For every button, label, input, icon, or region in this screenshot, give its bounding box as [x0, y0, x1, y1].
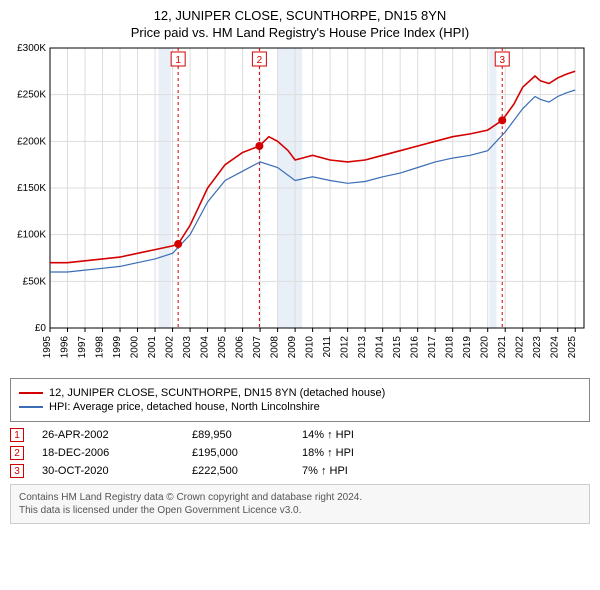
title-line-2: Price paid vs. HM Land Registry's House …	[8, 25, 592, 40]
svg-text:2021: 2021	[497, 336, 508, 359]
legend-label: HPI: Average price, detached house, Nort…	[49, 401, 320, 413]
svg-text:2016: 2016	[410, 336, 421, 359]
svg-text:2023: 2023	[532, 336, 543, 359]
sales-price: £89,950	[192, 429, 302, 441]
svg-text:2007: 2007	[252, 336, 263, 359]
svg-text:2000: 2000	[130, 336, 141, 359]
sales-date: 30-OCT-2020	[42, 465, 192, 477]
svg-text:2010: 2010	[305, 336, 316, 359]
sales-date: 26-APR-2002	[42, 429, 192, 441]
svg-text:2024: 2024	[550, 336, 561, 359]
svg-text:2019: 2019	[462, 336, 473, 359]
svg-text:2004: 2004	[200, 336, 211, 359]
attribution-line-2: This data is licensed under the Open Gov…	[19, 504, 581, 517]
chart: £0 £50K £100K £150K £200K £250K £300K 1995 1996 1…	[8, 42, 592, 372]
svg-text:£0: £0	[35, 323, 47, 334]
svg-text:2018: 2018	[445, 336, 456, 359]
svg-text:2022: 2022	[515, 336, 526, 359]
sales-price: £222,500	[192, 465, 302, 477]
sales-delta: 14% ↑ HPI	[302, 429, 412, 441]
line-chart-svg: £0 £50K £100K £150K £200K £250K £300K 1995 1996 1…	[8, 42, 592, 372]
svg-text:2008: 2008	[270, 336, 281, 359]
svg-text:£300K: £300K	[17, 43, 46, 54]
svg-text:1998: 1998	[95, 336, 106, 359]
svg-text:£150K: £150K	[17, 183, 46, 194]
svg-text:1995: 1995	[42, 336, 53, 359]
svg-text:2013: 2013	[357, 336, 368, 359]
svg-text:2017: 2017	[427, 336, 438, 359]
svg-text:2: 2	[257, 55, 263, 66]
sales-marker: 1	[10, 428, 24, 442]
sales-row: 1 26-APR-2002£89,95014% ↑ HPI	[10, 428, 590, 442]
svg-text:1996: 1996	[60, 336, 71, 359]
sales-delta: 18% ↑ HPI	[302, 447, 412, 459]
svg-text:2003: 2003	[182, 336, 193, 359]
sales-price: £195,000	[192, 447, 302, 459]
attribution: Contains HM Land Registry data © Crown c…	[10, 484, 590, 524]
sales-row: 3 30-OCT-2020£222,5007% ↑ HPI	[10, 464, 590, 478]
svg-text:1999: 1999	[112, 336, 123, 359]
legend-swatch	[19, 406, 43, 408]
svg-text:2011: 2011	[322, 336, 333, 358]
svg-text:3: 3	[499, 55, 505, 66]
svg-text:2002: 2002	[165, 336, 176, 359]
svg-text:£200K: £200K	[17, 136, 46, 147]
legend: 12, JUNIPER CLOSE, SCUNTHORPE, DN15 8YN …	[10, 378, 590, 422]
sales-row: 2 18-DEC-2006£195,00018% ↑ HPI	[10, 446, 590, 460]
legend-swatch	[19, 392, 43, 394]
svg-text:2006: 2006	[235, 336, 246, 359]
sales-date: 18-DEC-2006	[42, 447, 192, 459]
svg-text:1997: 1997	[77, 336, 88, 359]
legend-label: 12, JUNIPER CLOSE, SCUNTHORPE, DN15 8YN …	[49, 387, 385, 399]
svg-text:2025: 2025	[567, 336, 578, 359]
legend-row: 12, JUNIPER CLOSE, SCUNTHORPE, DN15 8YN …	[19, 387, 581, 399]
sales-marker: 3	[10, 464, 24, 478]
svg-text:2014: 2014	[375, 336, 386, 359]
svg-text:2015: 2015	[392, 336, 403, 359]
sales-table: 1 26-APR-2002£89,95014% ↑ HPI 2 18-DEC-2006…	[10, 428, 590, 478]
title-line-1: 12, JUNIPER CLOSE, SCUNTHORPE, DN15 8YN	[8, 8, 592, 23]
sales-marker: 2	[10, 446, 24, 460]
svg-text:2012: 2012	[340, 336, 351, 359]
svg-text:2001: 2001	[147, 336, 158, 359]
chart-container: 12, JUNIPER CLOSE, SCUNTHORPE, DN15 8YN …	[0, 0, 600, 532]
svg-text:1: 1	[175, 55, 181, 66]
svg-text:2005: 2005	[217, 336, 228, 359]
svg-text:£100K: £100K	[17, 230, 46, 241]
svg-text:£250K: £250K	[17, 90, 46, 101]
legend-row: HPI: Average price, detached house, Nort…	[19, 401, 581, 413]
svg-text:£50K: £50K	[23, 276, 47, 287]
svg-text:2009: 2009	[287, 336, 298, 359]
sales-delta: 7% ↑ HPI	[302, 465, 412, 477]
attribution-line-1: Contains HM Land Registry data © Crown c…	[19, 491, 581, 504]
svg-text:2020: 2020	[480, 336, 491, 359]
